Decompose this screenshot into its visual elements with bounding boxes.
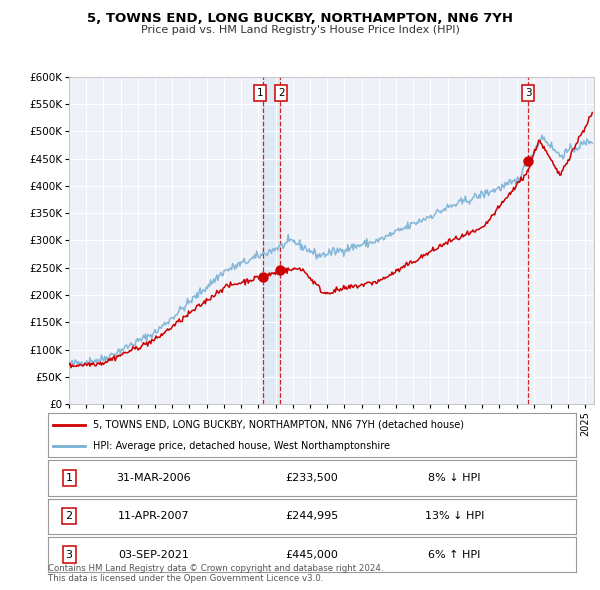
Text: 11-APR-2007: 11-APR-2007 (118, 512, 190, 521)
Text: 03-SEP-2021: 03-SEP-2021 (118, 550, 189, 559)
Text: 1: 1 (257, 88, 263, 98)
Text: £244,995: £244,995 (286, 512, 338, 521)
Text: 13% ↓ HPI: 13% ↓ HPI (425, 512, 484, 521)
Text: 2: 2 (278, 88, 284, 98)
Text: 2: 2 (65, 512, 73, 521)
Bar (263, 77, 280, 404)
Text: 3: 3 (525, 88, 532, 98)
Text: 5, TOWNS END, LONG BUCKBY, NORTHAMPTON, NN6 7YH (detached house): 5, TOWNS END, LONG BUCKBY, NORTHAMPTON, … (93, 420, 464, 430)
Text: 6% ↑ HPI: 6% ↑ HPI (428, 550, 481, 559)
Text: 31-MAR-2006: 31-MAR-2006 (116, 473, 191, 483)
Text: Price paid vs. HM Land Registry's House Price Index (HPI): Price paid vs. HM Land Registry's House … (140, 25, 460, 35)
Text: Contains HM Land Registry data © Crown copyright and database right 2024.
This d: Contains HM Land Registry data © Crown c… (48, 563, 383, 583)
Text: £233,500: £233,500 (286, 473, 338, 483)
Text: 8% ↓ HPI: 8% ↓ HPI (428, 473, 481, 483)
Text: HPI: Average price, detached house, West Northamptonshire: HPI: Average price, detached house, West… (93, 441, 390, 451)
Text: £445,000: £445,000 (286, 550, 338, 559)
Text: 1: 1 (65, 473, 73, 483)
Text: 3: 3 (65, 550, 73, 559)
Text: 5, TOWNS END, LONG BUCKBY, NORTHAMPTON, NN6 7YH: 5, TOWNS END, LONG BUCKBY, NORTHAMPTON, … (87, 12, 513, 25)
